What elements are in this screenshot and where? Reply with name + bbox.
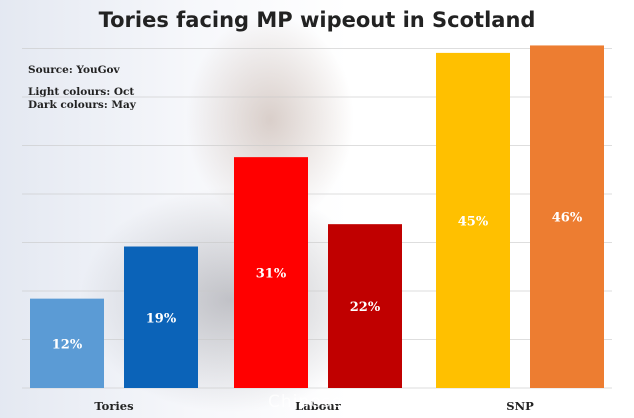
bar-snp-oct bbox=[436, 52, 510, 388]
data-label: 19% bbox=[146, 311, 177, 326]
bar-labour-may bbox=[328, 224, 402, 388]
watermark: Chinese2au bbox=[268, 392, 378, 412]
data-label: 31% bbox=[256, 267, 287, 282]
data-label: 22% bbox=[350, 300, 381, 315]
source-note: Source: YouGov bbox=[28, 64, 120, 76]
data-label: 12% bbox=[52, 337, 83, 352]
category-label: Labour bbox=[295, 399, 342, 413]
bar-tories-oct bbox=[30, 298, 104, 388]
data-label: 46% bbox=[552, 211, 583, 226]
bar-labour-oct bbox=[234, 157, 308, 388]
bar-snp-may bbox=[530, 45, 604, 388]
bar-tories-may bbox=[124, 246, 198, 388]
category-label: SNP bbox=[506, 399, 534, 413]
legend-light-note: Light colours: Oct bbox=[28, 86, 135, 98]
legend-dark-note: Dark colours: May bbox=[28, 99, 136, 111]
category-label: Tories bbox=[94, 399, 133, 413]
chart-title: Tories facing MP wipeout in Scotland bbox=[98, 8, 536, 32]
data-label: 45% bbox=[458, 214, 489, 229]
